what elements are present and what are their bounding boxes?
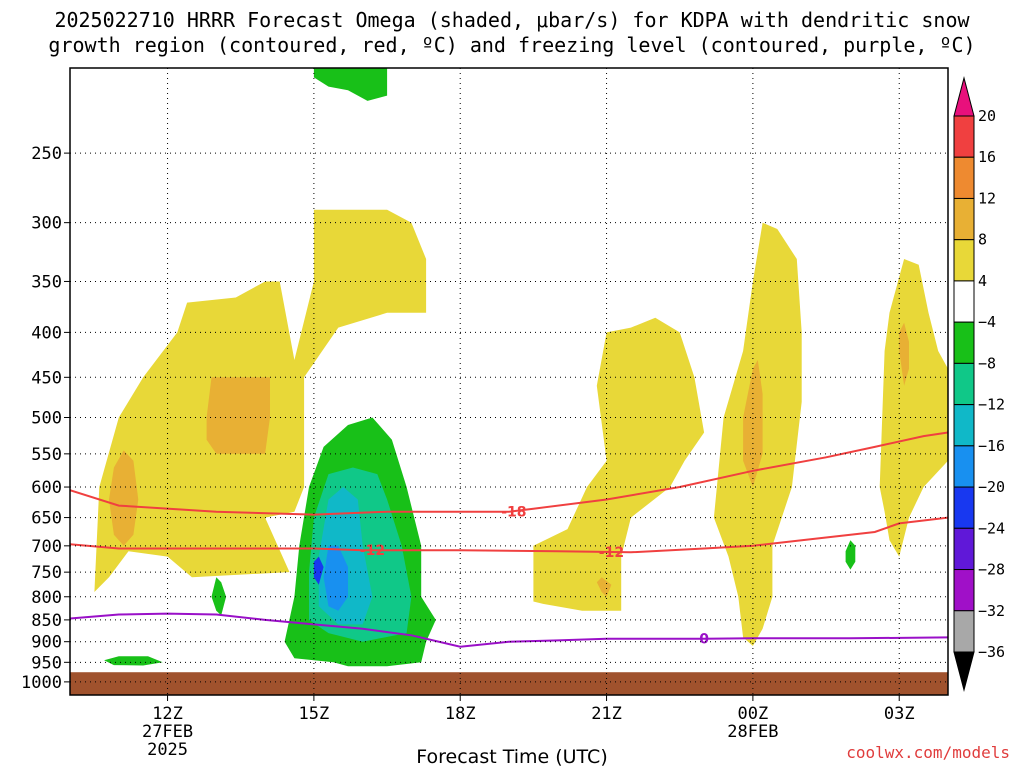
omega-region-13 xyxy=(323,545,348,611)
x-tick-label: 03Z xyxy=(884,704,915,724)
y-tick-label: 500 xyxy=(31,408,62,428)
colorbar-top-arrow xyxy=(953,76,975,117)
colorbar-label: −36 xyxy=(978,643,1005,661)
y-tick-label: 250 xyxy=(31,144,62,164)
omega-region-4 xyxy=(109,450,139,546)
colorbar-label: 16 xyxy=(978,148,996,166)
x-tick-label: 21Z xyxy=(591,704,622,724)
colorbar-box xyxy=(953,239,975,282)
colorbar-label: −16 xyxy=(978,437,1005,455)
omega-region-15 xyxy=(104,656,163,666)
colorbar-box xyxy=(953,115,975,158)
x-tick-label: 15Z xyxy=(299,704,330,724)
colorbar-label: −32 xyxy=(978,602,1005,620)
omega-region-16 xyxy=(211,577,227,616)
colorbar-label: −20 xyxy=(978,478,1005,496)
colorbar-label: 20 xyxy=(978,107,996,125)
plot-frame xyxy=(69,67,949,696)
y-tick-label: 300 xyxy=(31,214,62,234)
contour-label: -12 xyxy=(360,543,385,559)
colorbar-box xyxy=(953,445,975,488)
y-tick-label: 700 xyxy=(31,537,62,557)
y-tick-label: 550 xyxy=(31,445,62,465)
omega-region-17 xyxy=(845,540,856,570)
credit-text: coolwx.com/models xyxy=(846,743,1010,762)
omega-shading xyxy=(70,68,948,695)
y-tick-label: 800 xyxy=(31,588,62,608)
colorbar-box xyxy=(953,280,975,323)
colorbar-label: 8 xyxy=(978,231,987,249)
colorbar-label: 12 xyxy=(978,189,996,207)
colorbar-box xyxy=(953,321,975,364)
x-tick-label: 18Z xyxy=(445,704,476,724)
colorbar-bottom-arrow xyxy=(953,651,975,692)
axes: 2503003504004505005506006507007508008509… xyxy=(21,67,949,760)
title-line-2: growth region (contoured, red, ºC) and f… xyxy=(48,33,976,57)
y-tick-label: 1000 xyxy=(21,673,62,693)
x-tick-year: 2025 xyxy=(147,740,188,760)
omega-region-9 xyxy=(313,68,388,101)
colorbar: 20 16 12 8 4 −4 −8 −12 −16 −20 −24 −28 −32 −36 xyxy=(953,76,1005,692)
y-tick-label: 600 xyxy=(31,478,62,498)
y-tick-label: 850 xyxy=(31,611,62,631)
colorbar-label: −8 xyxy=(978,354,996,372)
y-tick-label: 650 xyxy=(31,509,62,529)
title-line-1: 2025022710 HRRR Forecast Omega (shaded, … xyxy=(54,8,970,32)
colorbar-box xyxy=(953,569,975,612)
x-tick-date: 27FEB xyxy=(142,722,193,742)
colorbar-box xyxy=(953,197,975,241)
contour-label: -12 xyxy=(599,545,624,561)
omega-region-3 xyxy=(879,259,948,557)
omega-region-14 xyxy=(313,556,324,585)
colorbar-box xyxy=(953,527,975,571)
colorbar-box xyxy=(953,362,975,406)
omega-region-8 xyxy=(596,577,612,597)
colorbar-label: 4 xyxy=(978,272,987,290)
colorbar-box xyxy=(953,610,975,653)
x-axis-label: Forecast Time (UTC) xyxy=(416,746,608,768)
x-tick-label: 12Z xyxy=(152,704,183,724)
y-tick-label: 350 xyxy=(31,272,62,292)
x-tick-label: 00Z xyxy=(738,704,769,724)
contour-label: 0 xyxy=(699,632,709,648)
omega-region-7 xyxy=(899,322,909,386)
x-tick-date: 28FEB xyxy=(727,722,778,742)
colorbar-box xyxy=(953,404,975,447)
contours: -18 -12 -12 0 xyxy=(70,431,948,648)
contour-line--18 xyxy=(70,431,948,516)
omega-region-5 xyxy=(206,377,270,454)
omega-region-1 xyxy=(533,317,705,611)
contour-line--12 xyxy=(70,516,948,554)
colorbar-label: −28 xyxy=(978,561,1005,579)
y-tick-label: 450 xyxy=(31,368,62,388)
y-tick-label: 950 xyxy=(31,653,62,673)
y-tick-label: 750 xyxy=(31,563,62,583)
colorbar-label: −4 xyxy=(978,313,996,331)
y-tick-label: 900 xyxy=(31,633,62,653)
colorbar-box xyxy=(953,486,975,529)
colorbar-label: −12 xyxy=(978,396,1005,414)
contour-label: -18 xyxy=(501,505,526,521)
surface-ground xyxy=(70,672,948,695)
colorbar-box xyxy=(953,156,975,199)
colorbar-label: −24 xyxy=(978,519,1005,537)
y-tick-label: 400 xyxy=(31,323,62,343)
contour-line-0 xyxy=(70,612,948,648)
